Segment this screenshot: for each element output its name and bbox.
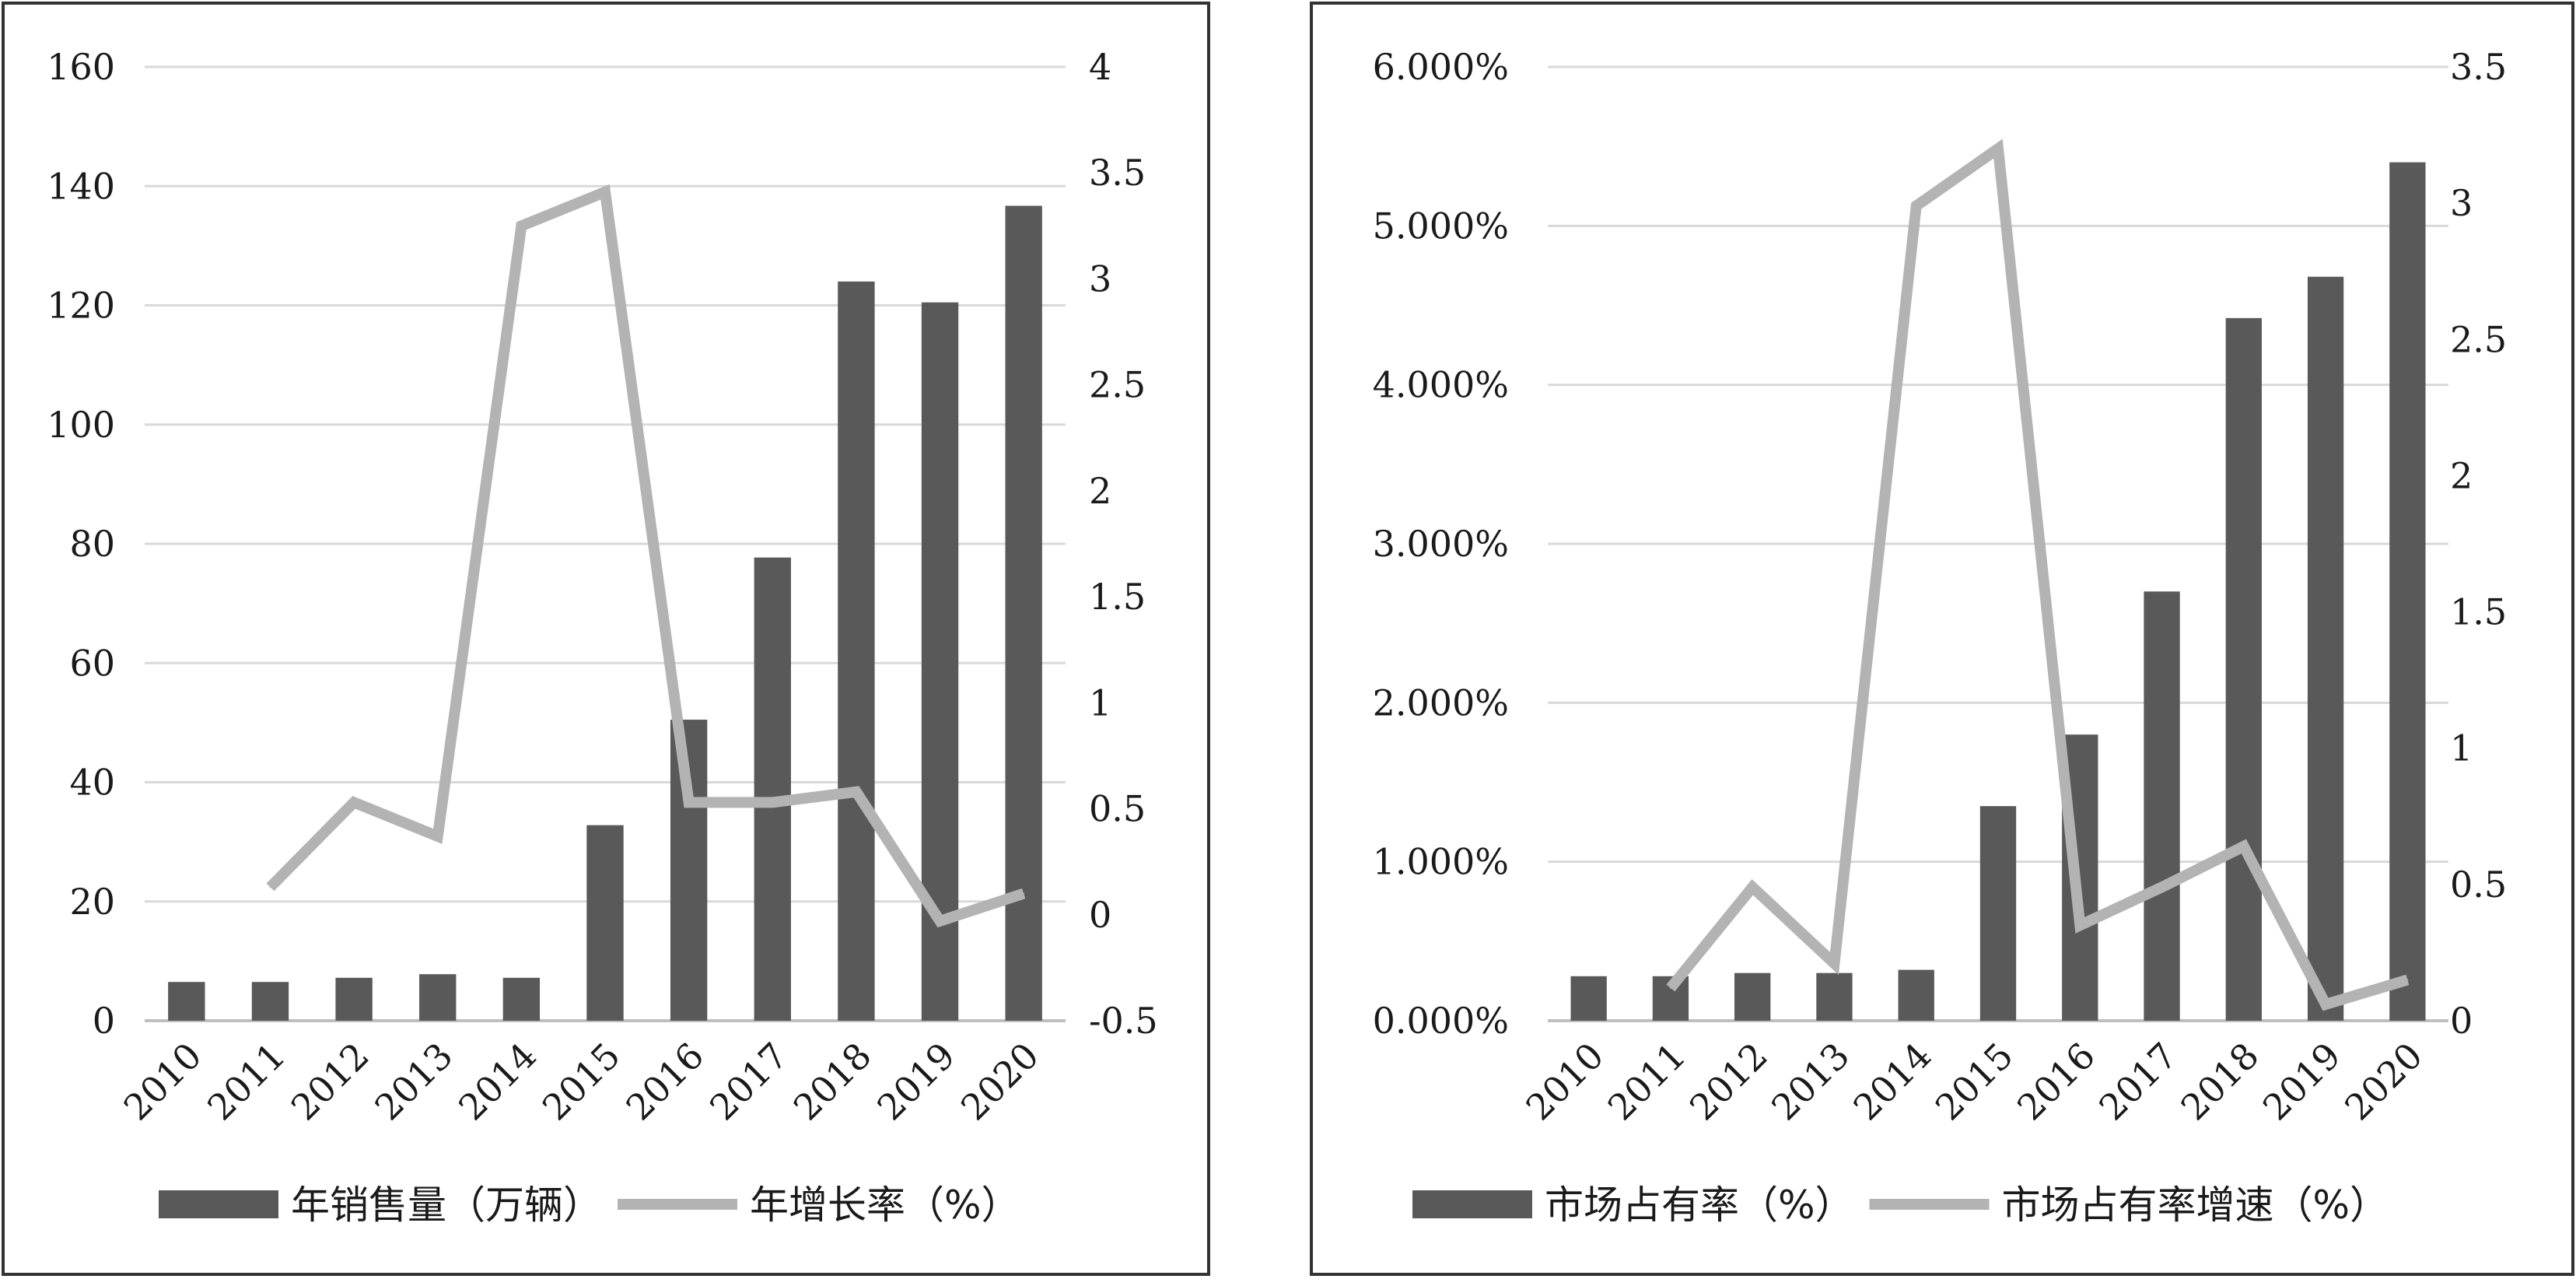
- line-point-2012: [1752, 886, 1754, 888]
- line-point-2018: [855, 790, 857, 793]
- y-left-tick-label: 6.000%: [1373, 46, 1509, 88]
- chart-frame: [1310, 2, 2574, 1276]
- y-right-tick-label: 3.5: [2450, 46, 2507, 88]
- legend-swatch-line: [1869, 1199, 1990, 1210]
- legend-label-bar: 年销售量（万辆）: [291, 1183, 602, 1228]
- legend-label-line: 市场占有率增速（%）: [2002, 1183, 2389, 1228]
- line-point-2019: [939, 920, 941, 922]
- y-left-tick-label: 2.000%: [1373, 682, 1509, 724]
- y-left-tick-label: 5.000%: [1373, 205, 1509, 247]
- bar-2011: [251, 982, 289, 1021]
- bar-2014: [502, 977, 541, 1021]
- bar-2018: [2225, 317, 2262, 1021]
- bar-2010: [1570, 976, 1607, 1021]
- line-point-2013: [436, 835, 439, 837]
- line-point-2018: [2242, 845, 2245, 847]
- y-right-tick-label: 1.5: [1089, 576, 1146, 618]
- y-right-tick-label: 1: [2450, 727, 2473, 769]
- y-right-tick-label: 2.5: [1089, 364, 1146, 406]
- line-point-2015: [604, 191, 606, 193]
- line-point-2019: [2325, 1003, 2327, 1005]
- line-series: [266, 184, 1026, 928]
- y-right-tick-label: 2: [2450, 454, 2473, 496]
- bar-2020: [2389, 162, 2426, 1021]
- bar-2017: [2144, 591, 2180, 1021]
- line-point-2017: [772, 801, 774, 804]
- y-right-tick-label: 2.5: [2450, 318, 2507, 360]
- y-left-tick-label: 80: [69, 523, 115, 565]
- bar-2013: [1816, 972, 1853, 1021]
- y-right-tick-label: 3: [2450, 182, 2473, 224]
- y-left-tick-label: 20: [69, 881, 115, 923]
- y-right-tick-label: 4: [1089, 46, 1111, 88]
- line-series: [1666, 138, 2410, 1011]
- line-point-2014: [1915, 205, 1917, 207]
- y-right-tick-label: 0.5: [2450, 864, 2507, 906]
- line-point-2013: [1833, 962, 1836, 965]
- y-left-tick-label: 0: [93, 1000, 115, 1042]
- y-right-tick-label: 0.5: [1089, 788, 1146, 830]
- bar-2012: [335, 977, 373, 1021]
- y-right-tick-label: 1.5: [2450, 591, 2507, 633]
- y-left-tick-label: 160: [47, 46, 115, 88]
- y-left-tick-label: 1.000%: [1373, 841, 1509, 883]
- y-left-tick-label: 40: [69, 762, 115, 804]
- y-right-tick-label: 3.5: [1089, 152, 1146, 194]
- bar-2012: [1734, 972, 1771, 1021]
- y-left-tick-label: 60: [69, 642, 115, 684]
- bar-2013: [419, 974, 457, 1021]
- bar-2015: [586, 825, 624, 1021]
- bar-2019: [2307, 276, 2344, 1021]
- bar-2017: [754, 557, 791, 1021]
- line-point-2014: [520, 225, 523, 227]
- bar-2020: [1005, 205, 1042, 1021]
- line-point-2011: [269, 886, 271, 888]
- bar-2014: [1898, 969, 1934, 1021]
- y-left-tick-label: 100: [47, 404, 115, 446]
- line-point-2016: [2079, 924, 2081, 927]
- y-right-tick-label: -0.5: [1089, 1000, 1158, 1042]
- legend-swatch-bar: [159, 1190, 278, 1218]
- line-point-2011: [1669, 986, 1671, 989]
- y-left-tick-label: 3.000%: [1373, 523, 1509, 565]
- legend-swatch-line: [618, 1199, 737, 1210]
- y-right-tick-label: 0: [1089, 894, 1111, 936]
- bar-2015: [1979, 806, 2017, 1021]
- bar-2018: [838, 281, 875, 1021]
- y-left-tick-label: 4.000%: [1373, 364, 1509, 406]
- line-point-2020: [2406, 979, 2409, 981]
- legend-label-bar: 市场占有率（%）: [1545, 1183, 1854, 1228]
- y-left-tick-label: 120: [47, 285, 115, 327]
- line-point-2020: [1023, 892, 1025, 895]
- y-right-tick-label: 3: [1089, 258, 1111, 300]
- line-point-2012: [353, 801, 355, 804]
- y-right-tick-label: 1: [1089, 682, 1111, 724]
- line-point-2017: [2161, 886, 2163, 888]
- bar-2010: [168, 982, 205, 1021]
- legend-swatch-bar: [1412, 1190, 1532, 1218]
- y-left-tick-label: 0.000%: [1373, 1000, 1509, 1042]
- y-right-tick-label: 2: [1089, 470, 1111, 512]
- y-left-tick-label: 140: [47, 165, 115, 207]
- chart-panel-2: 0.000% 1.000% 2.000% 3.000% 4.000% 5.000% 6.00…: [1310, 2, 2574, 1276]
- y-right-tick-label: 0: [2450, 1000, 2473, 1042]
- line-point-2016: [688, 801, 690, 804]
- line-point-2015: [1997, 148, 1999, 150]
- legend-label-line: 年增长率（%）: [750, 1183, 1020, 1228]
- chart-panel-1: 0 20 40 60 80 100 120 140 160 -0.5 0 0.5 1 1.5 2 2.5 3 3.…: [2, 2, 1210, 1276]
